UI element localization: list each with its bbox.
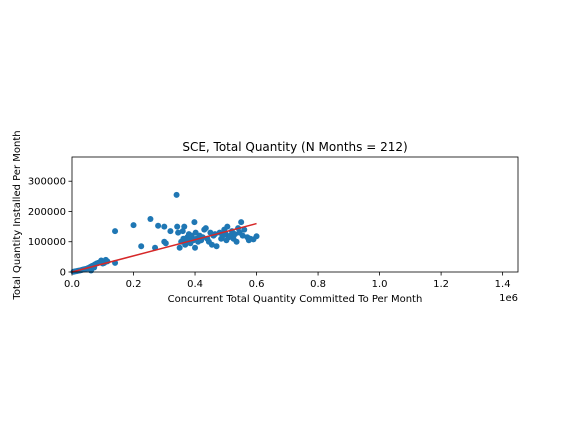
x-axis-label: Concurrent Total Quantity Committed To P… bbox=[168, 294, 423, 305]
data-point bbox=[162, 240, 169, 247]
data-point bbox=[239, 232, 246, 239]
fit-line bbox=[71, 222, 257, 273]
data-point bbox=[138, 243, 145, 250]
x-tick-label: 0.2 bbox=[126, 279, 142, 290]
data-point bbox=[191, 219, 198, 226]
y-tick-label: 100000 bbox=[28, 237, 66, 248]
data-point bbox=[253, 233, 260, 240]
x-axis-offset-label: 1e6 bbox=[499, 293, 518, 304]
y-tick-label: 200000 bbox=[28, 207, 66, 218]
data-point bbox=[130, 222, 137, 229]
plot-marks bbox=[70, 191, 260, 275]
data-point bbox=[147, 216, 154, 223]
data-point bbox=[167, 228, 174, 235]
data-point bbox=[155, 222, 162, 229]
data-point bbox=[241, 226, 248, 233]
x-tick-label: 0.8 bbox=[310, 279, 326, 290]
data-point bbox=[112, 228, 119, 235]
data-point bbox=[232, 231, 239, 238]
plot-frame bbox=[71, 156, 519, 273]
data-point bbox=[202, 225, 209, 232]
y-axis-label: Total Quantity Installed Per Month bbox=[12, 130, 23, 300]
x-tick-label: 1.4 bbox=[495, 279, 511, 290]
data-point bbox=[181, 223, 188, 230]
axes: 0.0 0.2 0.4 0.6 0.8 1.0 1.2 1.4 0 100000 200000 300… bbox=[28, 156, 519, 290]
data-point bbox=[174, 223, 181, 230]
y-tick-label: 0 bbox=[60, 268, 66, 279]
data-point bbox=[224, 223, 231, 230]
x-tick-label: 1.0 bbox=[372, 279, 388, 290]
x-tick-label: 0.4 bbox=[187, 279, 203, 290]
data-point bbox=[179, 228, 186, 235]
chart-title: SCE, Total Quantity (N Months = 212) bbox=[182, 140, 407, 154]
data-point bbox=[213, 243, 220, 250]
y-tick-label: 300000 bbox=[28, 177, 66, 188]
x-tick-label: 0.0 bbox=[64, 279, 80, 290]
data-point bbox=[233, 238, 240, 245]
x-tick-label: 0.6 bbox=[249, 279, 265, 290]
data-point bbox=[161, 223, 168, 230]
data-point bbox=[238, 219, 245, 226]
data-point bbox=[192, 244, 199, 251]
data-point bbox=[173, 191, 180, 198]
data-point bbox=[175, 229, 182, 236]
data-point bbox=[208, 241, 215, 248]
x-tick-label: 1.2 bbox=[433, 279, 449, 290]
data-point bbox=[176, 244, 183, 251]
